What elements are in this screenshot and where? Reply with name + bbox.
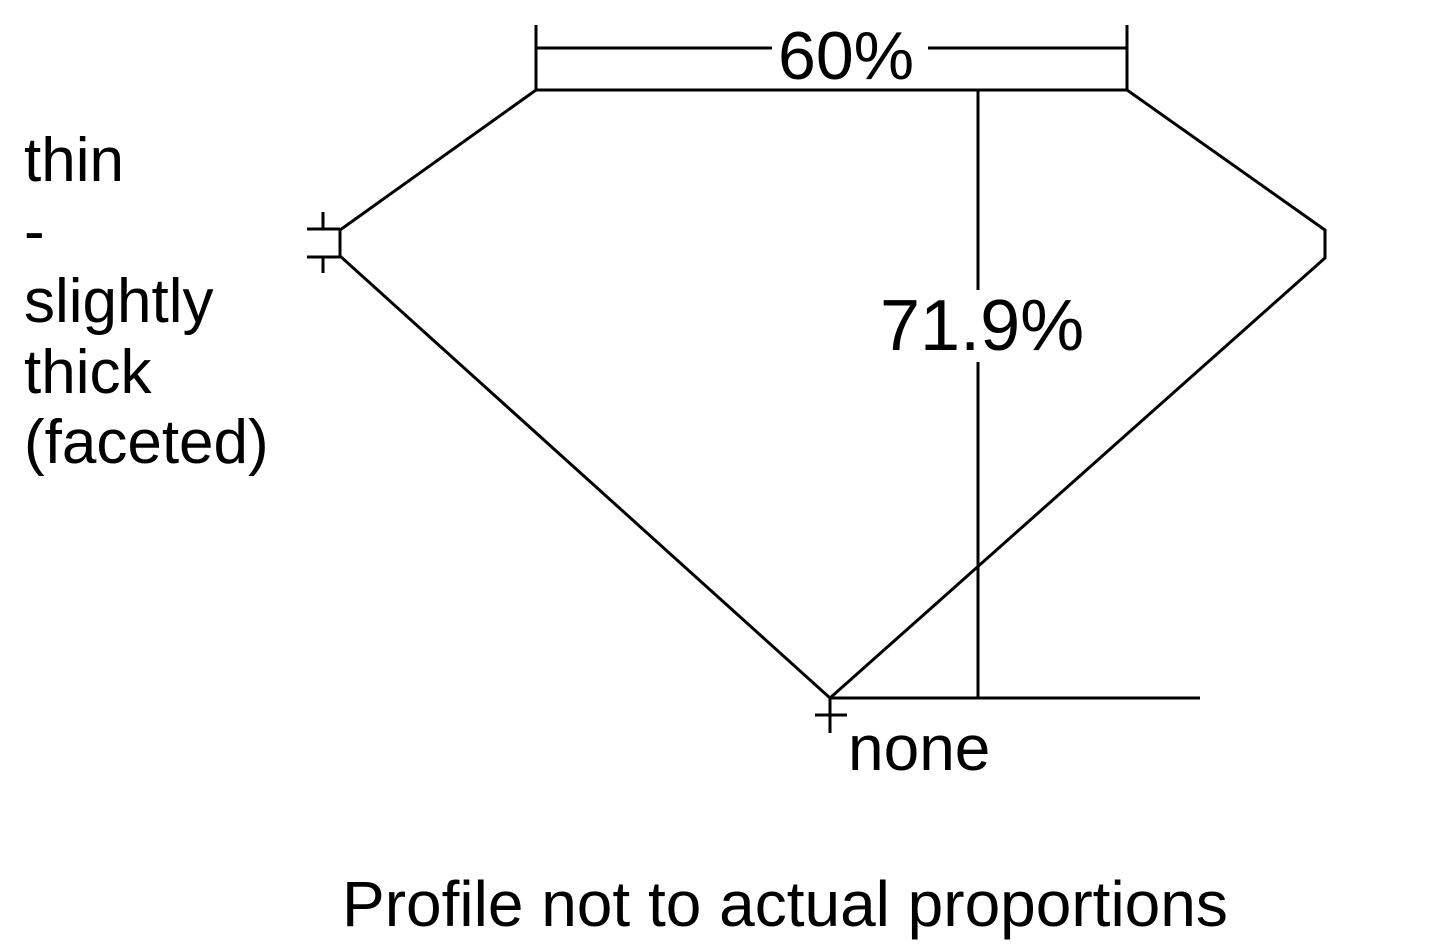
girdle-label-line: thick (24, 337, 152, 407)
culet-marker (815, 698, 847, 733)
proportion-note: Profile not to actual proportions (342, 868, 1228, 940)
girdle-label-line: (faceted) (24, 408, 269, 477)
culet-label: none (848, 712, 991, 784)
depth-percent-label: 71.9% (880, 286, 1085, 366)
girdle-label-line: slightly (24, 267, 214, 336)
girdle-label: thin - slightly thick (faceted) (24, 126, 344, 479)
girdle-label-line: - (24, 196, 45, 266)
girdle-label-line: thin (24, 126, 124, 195)
girdle-marker-top (307, 212, 340, 231)
girdle-marker-bottom (307, 255, 340, 273)
gem-outline (338, 88, 1327, 701)
table-percent-label: 60% (778, 18, 915, 94)
